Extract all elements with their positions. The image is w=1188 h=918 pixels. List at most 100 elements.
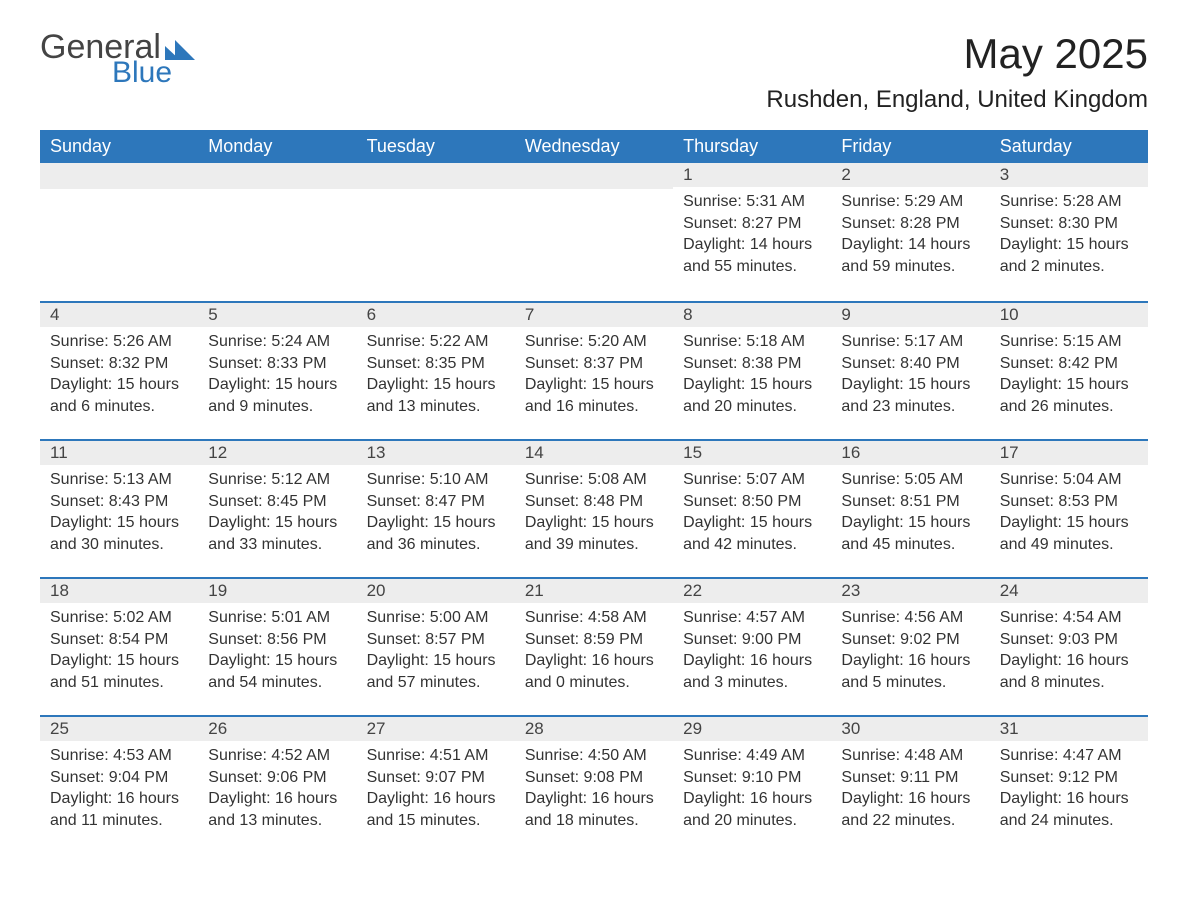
calendar-cell: 22Sunrise: 4:57 AMSunset: 9:00 PMDayligh… — [673, 577, 831, 715]
day-number: 6 — [357, 301, 515, 327]
sunset-line: Sunset: 8:59 PM — [525, 629, 663, 651]
day-number: 19 — [198, 577, 356, 603]
daylight-line: Daylight: 15 hours and 57 minutes. — [367, 650, 505, 693]
calendar-cell: 5Sunrise: 5:24 AMSunset: 8:33 PMDaylight… — [198, 301, 356, 439]
calendar-cell: 1Sunrise: 5:31 AMSunset: 8:27 PMDaylight… — [673, 163, 831, 301]
weekday-header: Tuesday — [357, 130, 515, 163]
calendar-cell — [515, 163, 673, 301]
day-number: 23 — [831, 577, 989, 603]
day-content: Sunrise: 5:22 AMSunset: 8:35 PMDaylight:… — [357, 327, 515, 423]
day-number: 5 — [198, 301, 356, 327]
day-number: 8 — [673, 301, 831, 327]
day-number: 12 — [198, 439, 356, 465]
sunrise-line: Sunrise: 5:10 AM — [367, 469, 505, 491]
sunset-line: Sunset: 8:45 PM — [208, 491, 346, 513]
day-content: Sunrise: 5:10 AMSunset: 8:47 PMDaylight:… — [357, 465, 515, 561]
weekday-header-row: SundayMondayTuesdayWednesdayThursdayFrid… — [40, 130, 1148, 163]
sunrise-line: Sunrise: 5:04 AM — [1000, 469, 1138, 491]
sunset-line: Sunset: 8:47 PM — [367, 491, 505, 513]
day-content: Sunrise: 5:08 AMSunset: 8:48 PMDaylight:… — [515, 465, 673, 561]
daylight-line: Daylight: 15 hours and 49 minutes. — [1000, 512, 1138, 555]
day-number: 15 — [673, 439, 831, 465]
weekday-header: Saturday — [990, 130, 1148, 163]
day-content: Sunrise: 5:07 AMSunset: 8:50 PMDaylight:… — [673, 465, 831, 561]
daylight-line: Daylight: 16 hours and 24 minutes. — [1000, 788, 1138, 831]
calendar-cell: 14Sunrise: 5:08 AMSunset: 8:48 PMDayligh… — [515, 439, 673, 577]
sunset-line: Sunset: 9:03 PM — [1000, 629, 1138, 651]
calendar-cell: 2Sunrise: 5:29 AMSunset: 8:28 PMDaylight… — [831, 163, 989, 301]
day-content: Sunrise: 5:12 AMSunset: 8:45 PMDaylight:… — [198, 465, 356, 561]
empty-daynum-bar — [515, 163, 673, 189]
calendar-cell — [198, 163, 356, 301]
calendar-cell: 9Sunrise: 5:17 AMSunset: 8:40 PMDaylight… — [831, 301, 989, 439]
calendar-body: 1Sunrise: 5:31 AMSunset: 8:27 PMDaylight… — [40, 163, 1148, 853]
day-number: 13 — [357, 439, 515, 465]
sunset-line: Sunset: 9:06 PM — [208, 767, 346, 789]
empty-daynum-bar — [357, 163, 515, 189]
sunrise-line: Sunrise: 4:57 AM — [683, 607, 821, 629]
day-content: Sunrise: 5:31 AMSunset: 8:27 PMDaylight:… — [673, 187, 831, 283]
day-number: 26 — [198, 715, 356, 741]
daylight-line: Daylight: 15 hours and 45 minutes. — [841, 512, 979, 555]
sunrise-line: Sunrise: 4:54 AM — [1000, 607, 1138, 629]
header: General Blue May 2025 Rushden, England, … — [40, 30, 1148, 124]
calendar-cell: 29Sunrise: 4:49 AMSunset: 9:10 PMDayligh… — [673, 715, 831, 853]
sunrise-line: Sunrise: 4:58 AM — [525, 607, 663, 629]
calendar-cell: 23Sunrise: 4:56 AMSunset: 9:02 PMDayligh… — [831, 577, 989, 715]
daylight-line: Daylight: 15 hours and 42 minutes. — [683, 512, 821, 555]
day-content: Sunrise: 4:56 AMSunset: 9:02 PMDaylight:… — [831, 603, 989, 699]
sunset-line: Sunset: 9:02 PM — [841, 629, 979, 651]
sunrise-line: Sunrise: 5:12 AM — [208, 469, 346, 491]
day-number: 27 — [357, 715, 515, 741]
sunrise-line: Sunrise: 5:26 AM — [50, 331, 188, 353]
daylight-line: Daylight: 15 hours and 26 minutes. — [1000, 374, 1138, 417]
day-content: Sunrise: 5:13 AMSunset: 8:43 PMDaylight:… — [40, 465, 198, 561]
sunrise-line: Sunrise: 5:01 AM — [208, 607, 346, 629]
sunrise-line: Sunrise: 5:18 AM — [683, 331, 821, 353]
day-number: 25 — [40, 715, 198, 741]
day-number: 24 — [990, 577, 1148, 603]
day-number: 3 — [990, 163, 1148, 187]
day-number: 9 — [831, 301, 989, 327]
day-number: 4 — [40, 301, 198, 327]
calendar-table: SundayMondayTuesdayWednesdayThursdayFrid… — [40, 130, 1148, 853]
logo: General Blue — [40, 30, 195, 88]
calendar-week-row: 1Sunrise: 5:31 AMSunset: 8:27 PMDaylight… — [40, 163, 1148, 301]
daylight-line: Daylight: 16 hours and 11 minutes. — [50, 788, 188, 831]
calendar-cell: 27Sunrise: 4:51 AMSunset: 9:07 PMDayligh… — [357, 715, 515, 853]
day-number: 17 — [990, 439, 1148, 465]
sunrise-line: Sunrise: 4:48 AM — [841, 745, 979, 767]
day-number: 11 — [40, 439, 198, 465]
calendar-week-row: 4Sunrise: 5:26 AMSunset: 8:32 PMDaylight… — [40, 301, 1148, 439]
day-number: 7 — [515, 301, 673, 327]
day-content: Sunrise: 4:57 AMSunset: 9:00 PMDaylight:… — [673, 603, 831, 699]
calendar-cell: 8Sunrise: 5:18 AMSunset: 8:38 PMDaylight… — [673, 301, 831, 439]
day-content: Sunrise: 4:52 AMSunset: 9:06 PMDaylight:… — [198, 741, 356, 837]
sunrise-line: Sunrise: 5:17 AM — [841, 331, 979, 353]
daylight-line: Daylight: 15 hours and 13 minutes. — [367, 374, 505, 417]
day-number: 31 — [990, 715, 1148, 741]
day-content: Sunrise: 4:49 AMSunset: 9:10 PMDaylight:… — [673, 741, 831, 837]
day-content: Sunrise: 5:04 AMSunset: 8:53 PMDaylight:… — [990, 465, 1148, 561]
weekday-header: Monday — [198, 130, 356, 163]
day-number: 20 — [357, 577, 515, 603]
sunset-line: Sunset: 8:42 PM — [1000, 353, 1138, 375]
day-content: Sunrise: 4:48 AMSunset: 9:11 PMDaylight:… — [831, 741, 989, 837]
sunset-line: Sunset: 8:53 PM — [1000, 491, 1138, 513]
calendar-week-row: 11Sunrise: 5:13 AMSunset: 8:43 PMDayligh… — [40, 439, 1148, 577]
empty-daynum-bar — [40, 163, 198, 189]
day-content: Sunrise: 4:53 AMSunset: 9:04 PMDaylight:… — [40, 741, 198, 837]
day-content: Sunrise: 5:00 AMSunset: 8:57 PMDaylight:… — [357, 603, 515, 699]
day-content: Sunrise: 5:26 AMSunset: 8:32 PMDaylight:… — [40, 327, 198, 423]
sunset-line: Sunset: 8:54 PM — [50, 629, 188, 651]
day-content: Sunrise: 4:47 AMSunset: 9:12 PMDaylight:… — [990, 741, 1148, 837]
daylight-line: Daylight: 16 hours and 20 minutes. — [683, 788, 821, 831]
sunset-line: Sunset: 9:11 PM — [841, 767, 979, 789]
calendar-cell: 6Sunrise: 5:22 AMSunset: 8:35 PMDaylight… — [357, 301, 515, 439]
daylight-line: Daylight: 15 hours and 20 minutes. — [683, 374, 821, 417]
day-content: Sunrise: 4:58 AMSunset: 8:59 PMDaylight:… — [515, 603, 673, 699]
weekday-header: Friday — [831, 130, 989, 163]
calendar-cell: 17Sunrise: 5:04 AMSunset: 8:53 PMDayligh… — [990, 439, 1148, 577]
calendar-cell: 25Sunrise: 4:53 AMSunset: 9:04 PMDayligh… — [40, 715, 198, 853]
sunrise-line: Sunrise: 4:52 AM — [208, 745, 346, 767]
